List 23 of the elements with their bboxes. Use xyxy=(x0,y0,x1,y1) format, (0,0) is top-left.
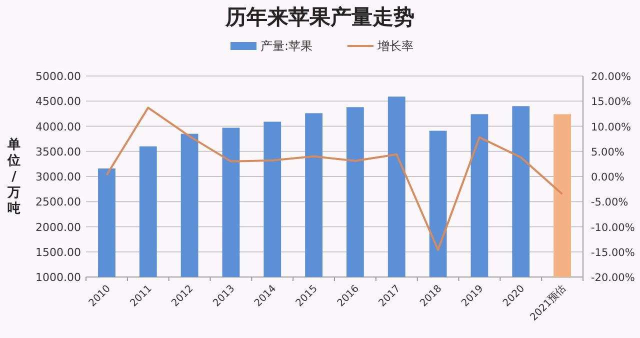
y2-tick-label: -10.00% xyxy=(591,222,635,234)
y2-tick-label: 5.00% xyxy=(591,146,624,158)
y-tick-label: 2500.00 xyxy=(36,196,81,209)
y-tick-label: 4000.00 xyxy=(36,120,81,134)
y-tick-label: 1500.00 xyxy=(36,246,81,259)
line-series xyxy=(106,106,564,251)
legend-label: 增长率 xyxy=(376,39,414,53)
y-tick-label: 2000.00 xyxy=(36,220,81,234)
legend-label: 产量:苹果 xyxy=(260,39,313,53)
y2-tick-label: -20.00% xyxy=(591,272,635,284)
y-tick-label: 1000.00 xyxy=(36,271,81,284)
y2-tick-label: 20.00% xyxy=(591,71,632,83)
y2-tick-label: -5.00% xyxy=(591,196,628,209)
y-tick-label: 4500.00 xyxy=(36,95,81,108)
y2-tick-label: 15.00% xyxy=(591,96,632,108)
y-tick-label: 5000.00 xyxy=(36,70,81,83)
y-tick-label: 3500.00 xyxy=(36,145,81,158)
y2-tick-label: 0.00% xyxy=(591,172,624,184)
chart-title: 历年来苹果产量走势 xyxy=(224,4,414,29)
y-tick-label: 3000.00 xyxy=(36,170,81,184)
y2-tick-label: -15.00% xyxy=(591,246,635,259)
y2-tick-label: 10.00% xyxy=(591,121,632,134)
y-axis-title: 单位/万吨 xyxy=(6,136,20,216)
